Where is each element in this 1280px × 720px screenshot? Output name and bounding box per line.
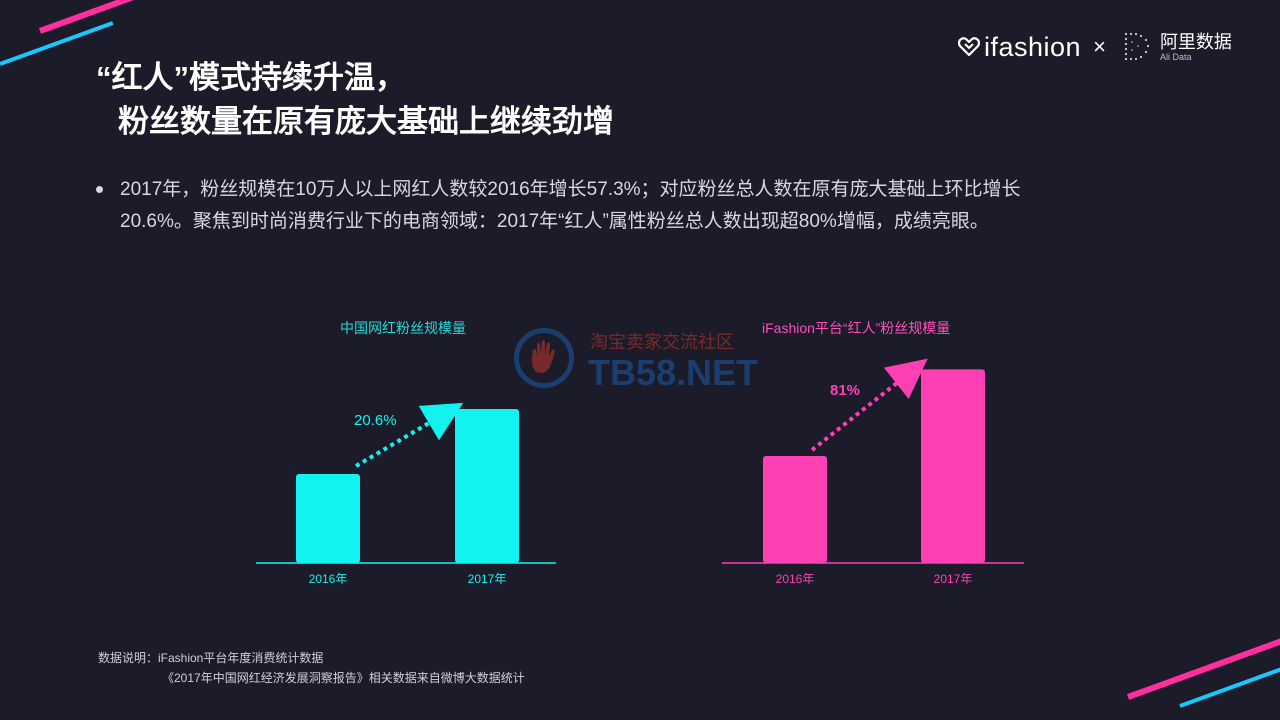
bullet-line-1: 2017年，粉丝规模在10万人以上网红人数较2016年增长57.3%；对应粉丝总… xyxy=(120,179,1021,200)
watermark-en-text: TB58.NET xyxy=(588,352,759,393)
chart-1-bar-1 xyxy=(296,474,360,563)
chart-2-bar-2 xyxy=(921,369,985,563)
footnote: 数据说明：iFashion平台年度消费统计数据 《2017年中国网红经济发展洞察… xyxy=(98,648,525,688)
bullet-line-2: 20.6%。聚焦到时尚消费行业下的电商领域：2017年“红人”属性粉丝总人数出现… xyxy=(120,211,989,232)
brand-times-sign: × xyxy=(1093,34,1106,59)
chart-2-growth-label: 81% xyxy=(830,382,860,399)
watermark-cn-text: 淘宝卖家交流社区 xyxy=(590,332,734,352)
ali-data-en: Ali Data xyxy=(1159,51,1192,62)
chart-2-growth-arrow xyxy=(810,358,928,452)
chart-2-tick-label-2: 2017年 xyxy=(934,572,973,586)
footnote-line-2: 《2017年中国网红经济发展洞察报告》相关数据来自微博大数据统计 xyxy=(162,671,525,685)
chart-1-tick-label-1: 2016年 xyxy=(309,572,348,586)
title-line-1: “红人”模式持续升温， xyxy=(96,60,406,95)
chart-2-bar-1 xyxy=(763,456,827,563)
watermark: 淘宝卖家交流社区 TB58.NET xyxy=(512,326,772,396)
ifashion-logo-text: ifashion xyxy=(984,31,1082,62)
chart-2-tick-label-1: 2016年 xyxy=(776,572,815,586)
chart-1-growth-label: 20.6% xyxy=(354,412,397,429)
brand-header: ifashion × 阿里数据 Ali Data xyxy=(958,30,1232,64)
title-line-2: 粉丝数量在原有庞大基础上继续劲增 xyxy=(118,104,614,139)
watermark-circle-icon xyxy=(514,328,574,388)
slide-title: “红人”模式持续升温， 粉丝数量在原有庞大基础上继续劲增 xyxy=(96,56,614,144)
chart-1-title: 中国网红粉丝规模量 xyxy=(340,320,466,336)
bullet-paragraph: 2017年，粉丝规模在10万人以上网红人数较2016年增长57.3%；对应粉丝总… xyxy=(96,174,1186,238)
ali-data-text: 阿里数据 Ali Data xyxy=(1160,33,1232,62)
chart-1-growth-arrow xyxy=(354,402,464,468)
footnote-line-1: 数据说明：iFashion平台年度消费统计数据 xyxy=(98,651,324,665)
ali-data-cn: 阿里数据 xyxy=(1159,31,1232,52)
watermark-hand-icon xyxy=(531,340,555,373)
ifashion-heart-icon xyxy=(958,37,980,57)
chart-1-bar-2 xyxy=(455,409,519,563)
chart-2-title: iFashion平台“红人”粉丝规模量 xyxy=(762,320,951,336)
ali-data-logo-icon xyxy=(1124,32,1150,61)
chart-1-tick-label-2: 2017年 xyxy=(468,572,507,586)
bullet-dot xyxy=(96,186,103,193)
